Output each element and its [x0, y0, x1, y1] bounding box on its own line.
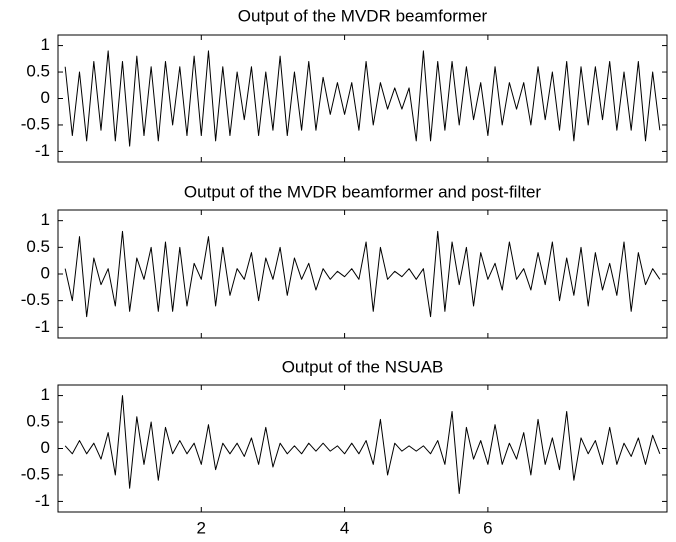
- waveform: [64, 230, 661, 318]
- y-tick-label: -1: [35, 141, 50, 160]
- y-tick-label: -1: [35, 317, 50, 336]
- y-tick-label: 1: [41, 385, 50, 404]
- y-tick-label: 0: [41, 88, 50, 107]
- y-tick-label: -0.5: [21, 290, 50, 309]
- chart-title: Output of the MVDR beamformer: [238, 6, 488, 25]
- x-tick-label: 6: [483, 518, 492, 537]
- y-tick-label: 1: [41, 35, 50, 54]
- x-tick-label: 4: [340, 518, 349, 537]
- plot-frame: [57, 209, 668, 339]
- y-tick-label: -1: [35, 491, 50, 510]
- y-tick-label: -0.5: [21, 114, 50, 133]
- chart-title: Output of the MVDR beamformer and post-f…: [184, 182, 541, 201]
- y-tick-label: -0.5: [21, 464, 50, 483]
- y-tick-label: 1: [41, 210, 50, 229]
- chart-title: Output of the NSUAB: [282, 357, 444, 376]
- y-tick-label: 0.5: [26, 412, 50, 431]
- x-tick-label: 2: [197, 518, 206, 537]
- y-tick-label: 0.5: [26, 237, 50, 256]
- y-tick-label: 0: [41, 438, 50, 457]
- y-tick-label: 0.5: [26, 62, 50, 81]
- waveform: [64, 50, 661, 147]
- waveform: [64, 395, 661, 494]
- plot-frame: [57, 384, 668, 513]
- y-tick-label: 0: [41, 263, 50, 282]
